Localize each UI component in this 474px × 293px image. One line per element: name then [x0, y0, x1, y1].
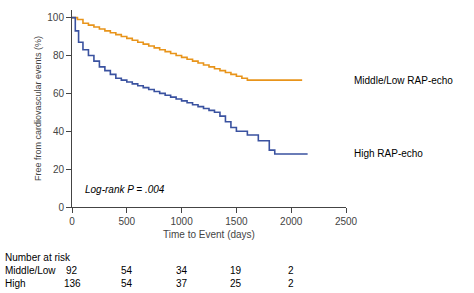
svg-text:25: 25 — [230, 278, 242, 289]
svg-text:80: 80 — [53, 50, 65, 61]
svg-text:0: 0 — [58, 202, 64, 213]
svg-text:1500: 1500 — [225, 216, 248, 227]
svg-text:2: 2 — [288, 265, 294, 276]
svg-text:92: 92 — [66, 265, 78, 276]
svg-text:60: 60 — [53, 88, 65, 99]
svg-text:19: 19 — [230, 265, 242, 276]
svg-text:37: 37 — [176, 278, 188, 289]
svg-text:Time to Event (days): Time to Event (days) — [163, 229, 255, 240]
svg-text:High RAP-echo: High RAP-echo — [354, 148, 423, 159]
svg-text:1000: 1000 — [170, 216, 193, 227]
svg-text:34: 34 — [176, 265, 188, 276]
svg-text:2000: 2000 — [280, 216, 303, 227]
svg-text:Log-rank P = .004: Log-rank P = .004 — [85, 184, 165, 195]
svg-text:54: 54 — [121, 278, 133, 289]
svg-text:500: 500 — [118, 216, 135, 227]
svg-text:54: 54 — [121, 265, 133, 276]
svg-text:0: 0 — [69, 216, 75, 227]
svg-text:Middle/Low: Middle/Low — [5, 265, 56, 276]
svg-text:136: 136 — [64, 278, 81, 289]
svg-text:Free from cardiovascular event: Free from cardiovascular events (%) — [33, 36, 43, 181]
svg-text:2500: 2500 — [335, 216, 358, 227]
svg-text:20: 20 — [53, 164, 65, 175]
svg-text:High: High — [5, 278, 26, 289]
svg-text:40: 40 — [53, 126, 65, 137]
svg-text:Middle/Low RAP-echo: Middle/Low RAP-echo — [354, 75, 453, 86]
svg-text:2: 2 — [288, 278, 294, 289]
svg-text:100: 100 — [47, 12, 64, 23]
svg-text:Number at risk: Number at risk — [5, 252, 71, 263]
